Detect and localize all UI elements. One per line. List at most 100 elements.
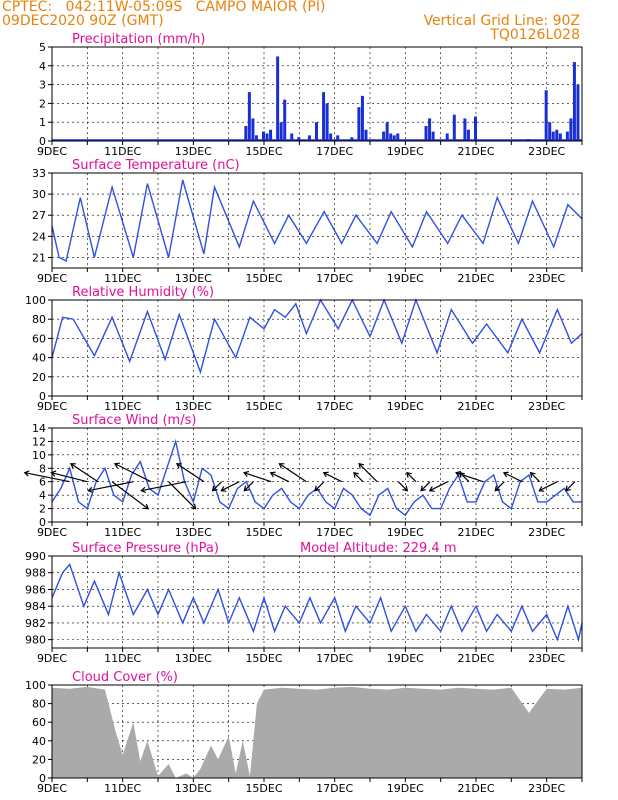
panel-title: Surface Pressure (hPa): [72, 541, 219, 556]
precip-bar: [315, 122, 318, 141]
y-tick-label: 21: [32, 251, 46, 264]
precip-bar: [276, 56, 280, 141]
precip-bar: [297, 137, 301, 141]
precip-bar: [364, 129, 368, 141]
x-tick-label: 11DEC: [104, 145, 141, 158]
y-tick-label: 30: [32, 188, 46, 201]
x-tick-label: 19DEC: [387, 272, 424, 285]
precip-bar: [576, 84, 580, 141]
panel-frame: [51, 46, 583, 142]
panel-title: Cloud Cover (%): [72, 670, 178, 685]
wind-arrowhead: [314, 485, 321, 492]
precip-bar: [244, 125, 248, 141]
wind-arrowhead: [50, 470, 57, 477]
precip-bar: [548, 122, 552, 141]
y-tick-label: 8: [39, 462, 46, 475]
x-tick-label: 21DEC: [457, 782, 494, 795]
wind-vector: [111, 481, 149, 510]
wind-arrowhead: [143, 503, 150, 510]
y-tick-label: 27: [32, 209, 46, 222]
series-line: [51, 179, 583, 263]
x-tick-label: 15DEC: [245, 272, 282, 285]
y-tick-label: 12: [32, 435, 46, 448]
wind-vector: [243, 481, 254, 492]
y-tick-label: 33: [32, 167, 46, 180]
wind-arrowhead: [502, 471, 509, 478]
wind-arrowhead: [190, 503, 197, 510]
x-tick-label: 15DEC: [245, 526, 282, 539]
precip-bar: [357, 107, 361, 141]
x-tick-label: 17DEC: [316, 526, 353, 539]
x-tick-label: 21DEC: [457, 400, 494, 413]
x-tick-label: 15DEC: [245, 145, 282, 158]
x-tick-label: 23DEC: [528, 145, 565, 158]
panel-frame: [51, 427, 583, 523]
precip-bar: [360, 95, 364, 141]
y-tick-label: 980: [25, 634, 46, 647]
precip-bar: [555, 129, 559, 141]
wind-arrowhead: [358, 462, 365, 469]
series-line: [51, 438, 582, 517]
wind-vector: [323, 472, 343, 483]
panel-title: Surface Wind (m/s): [72, 413, 196, 428]
wind-vector: [314, 481, 325, 492]
precip-bar: [325, 103, 329, 141]
precip-bar: [247, 92, 251, 141]
precip-bar: [265, 133, 269, 141]
wind-vector: [243, 472, 272, 483]
panel-title: Surface Temperature (nC): [72, 158, 240, 173]
wind-vector: [220, 481, 240, 492]
y-tick-label: 986: [25, 583, 46, 596]
y-tick-label: 20: [32, 753, 46, 766]
x-tick-label: 13DEC: [175, 652, 212, 665]
precip-bar: [392, 135, 396, 141]
y-tick-label: 20: [32, 371, 46, 384]
series-line: [51, 563, 583, 643]
wind-vector: [176, 463, 205, 483]
x-tick-label: 13DEC: [175, 526, 212, 539]
y-tick-label: 982: [25, 617, 46, 630]
wind-arrowhead: [140, 486, 147, 494]
x-tick-label: 11DEC: [104, 652, 141, 665]
y-tick-label: 0: [39, 390, 46, 403]
precip-bar: [382, 131, 386, 141]
y-tick-label: 990: [25, 550, 46, 563]
wind-arrowhead: [69, 463, 76, 469]
precip-bar: [565, 131, 569, 141]
y-tick-label: 10: [32, 449, 46, 462]
precip-bar: [396, 133, 400, 141]
x-tick-label: 9DEC: [37, 782, 67, 795]
wind-vector: [503, 472, 523, 483]
wind-vector: [270, 472, 290, 483]
x-tick-label: 23DEC: [528, 272, 565, 285]
precip-bar: [466, 129, 470, 141]
panel-frame: [51, 299, 583, 397]
y-tick-label: 60: [32, 332, 46, 345]
wind-vector: [279, 463, 307, 483]
precip-bar: [279, 122, 283, 141]
x-tick-label: 13DEC: [175, 272, 212, 285]
x-tick-label: 9DEC: [37, 145, 67, 158]
wind-arrowhead: [211, 485, 218, 492]
panel-title: Precipitation (mm/h): [72, 32, 205, 47]
wind-vector: [420, 481, 431, 492]
wind-arrowhead: [220, 486, 227, 492]
y-tick-label: 24: [32, 230, 46, 243]
x-tick-label: 15DEC: [245, 782, 282, 795]
x-tick-label: 19DEC: [387, 526, 424, 539]
x-tick-label: 9DEC: [37, 652, 67, 665]
wind-vector: [70, 463, 99, 483]
x-tick-label: 15DEC: [245, 400, 282, 413]
wind-vector: [353, 472, 364, 483]
precip-bar: [329, 133, 333, 141]
x-tick-label: 13DEC: [175, 400, 212, 413]
wind-arrowhead: [243, 470, 250, 477]
y-tick-label: 984: [25, 600, 46, 613]
panel-title: Relative Humidity (%): [72, 285, 214, 300]
wind-arrowhead: [529, 471, 536, 478]
x-tick-label: 17DEC: [316, 782, 353, 795]
precip-bar: [385, 122, 389, 141]
y-tick-label: 0: [39, 516, 46, 529]
precip-bar: [389, 133, 393, 141]
